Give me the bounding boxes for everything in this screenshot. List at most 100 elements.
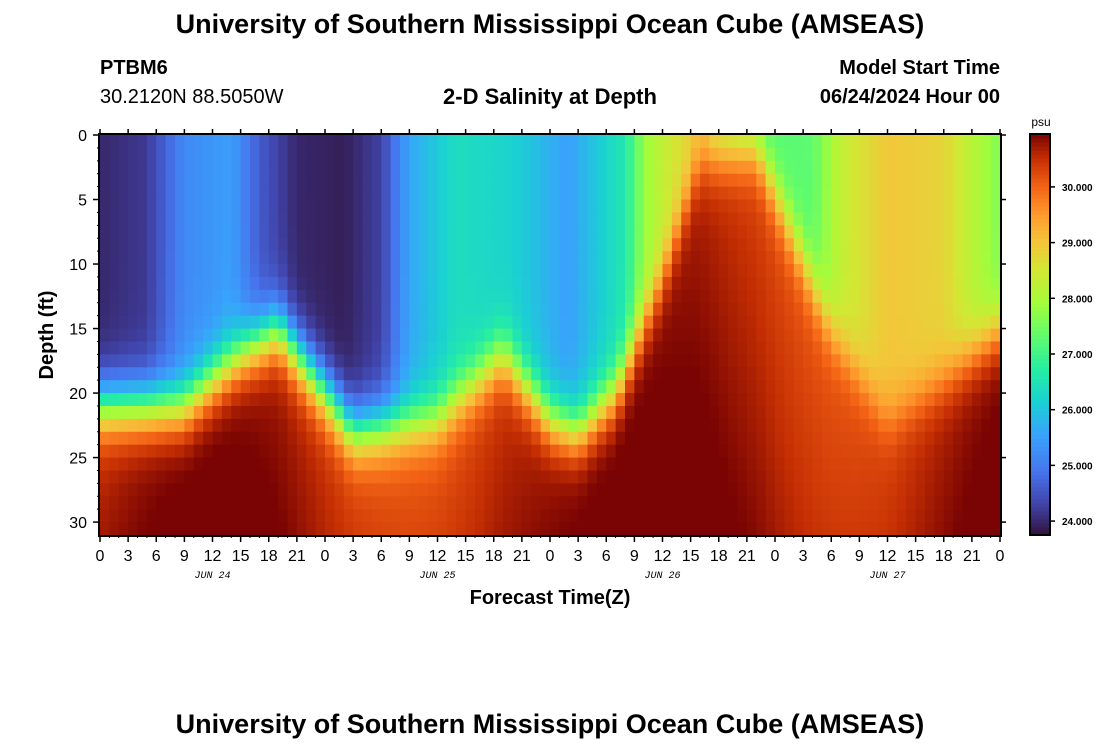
heatmap-cell xyxy=(428,212,439,226)
colorbar-segment xyxy=(1030,374,1050,380)
heatmap-cell xyxy=(156,264,167,278)
heatmap-cell xyxy=(653,496,664,510)
heatmap-cell xyxy=(165,251,176,265)
heatmap-cell xyxy=(128,212,139,226)
heatmap-cell xyxy=(662,457,673,472)
heatmap-cell xyxy=(962,522,973,536)
colorbar-tick-label: 26.000 xyxy=(1062,406,1093,417)
heatmap-cell xyxy=(334,302,345,317)
heatmap-cell xyxy=(943,160,954,175)
heatmap-cell xyxy=(484,225,495,239)
heatmap-cell xyxy=(400,225,410,239)
heatmap-cell xyxy=(559,276,570,291)
heatmap-cell xyxy=(728,160,739,175)
heatmap-cell xyxy=(625,302,635,317)
heatmap-cell xyxy=(315,418,326,433)
colorbar-segment xyxy=(1030,466,1050,472)
heatmap-cell xyxy=(137,251,148,265)
heatmap-cell xyxy=(212,302,223,317)
heatmap-cell xyxy=(231,264,242,278)
heatmap-cell xyxy=(634,264,645,278)
heatmap-cell xyxy=(990,315,1001,330)
heatmap-cell xyxy=(118,380,129,394)
heatmap-cell xyxy=(231,186,242,201)
heatmap-cell xyxy=(259,405,270,420)
heatmap-cell xyxy=(662,341,673,355)
heatmap-cell xyxy=(503,509,514,523)
heatmap-cell xyxy=(315,251,326,265)
heatmap-cell xyxy=(700,276,710,291)
heatmap-cell xyxy=(128,302,139,317)
heatmap-cell xyxy=(231,393,242,407)
heatmap-cell xyxy=(737,212,748,226)
heatmap-cell xyxy=(540,186,551,201)
heatmap-cell xyxy=(465,405,476,420)
heatmap-cell xyxy=(296,509,307,523)
heatmap-cell xyxy=(137,457,148,472)
heatmap-cell xyxy=(578,212,589,226)
heatmap-cell xyxy=(231,160,242,175)
heatmap-cell xyxy=(568,276,579,291)
heatmap-cell xyxy=(109,393,120,407)
heatmap-cell xyxy=(615,431,626,446)
heatmap-cell xyxy=(606,496,617,510)
heatmap-cell xyxy=(587,380,598,394)
heatmap-cell xyxy=(446,289,457,304)
heatmap-cell xyxy=(700,483,710,497)
heatmap-cell xyxy=(334,354,345,368)
heatmap-cell xyxy=(868,135,879,149)
heatmap-cell xyxy=(775,431,785,446)
heatmap-cell xyxy=(296,264,307,278)
heatmap-cell xyxy=(146,289,157,304)
heatmap-cell xyxy=(671,251,682,265)
heatmap-cell xyxy=(671,483,682,497)
heatmap-cell xyxy=(812,238,823,252)
heatmap-cell xyxy=(746,135,757,149)
heatmap-cell xyxy=(493,264,504,278)
heatmap-cell xyxy=(212,160,223,175)
heatmap-cell xyxy=(231,496,242,510)
heatmap-cell xyxy=(709,522,720,536)
heatmap-cell xyxy=(437,341,448,355)
heatmap-cell xyxy=(643,393,654,407)
heatmap-cell xyxy=(868,302,879,317)
heatmap-cell xyxy=(362,405,373,420)
heatmap-cell xyxy=(934,315,945,330)
heatmap-cell xyxy=(775,457,785,472)
heatmap-cell xyxy=(671,264,682,278)
heatmap-cell xyxy=(409,199,420,214)
heatmap-cell xyxy=(653,393,664,407)
heatmap-cell xyxy=(756,186,767,201)
heatmap-cell xyxy=(775,405,785,420)
heatmap-cell xyxy=(193,289,204,304)
heatmap-cell xyxy=(615,276,626,291)
heatmap-cell xyxy=(437,238,448,252)
heatmap-cell xyxy=(353,276,364,291)
heatmap-cell xyxy=(456,457,467,472)
heatmap-cell xyxy=(100,212,110,226)
heatmap-cell xyxy=(793,418,804,433)
heatmap-cell xyxy=(156,328,167,343)
heatmap-cell xyxy=(568,496,579,510)
heatmap-cell xyxy=(878,483,889,497)
heatmap-cell xyxy=(775,135,785,149)
heatmap-cell xyxy=(990,393,1001,407)
heatmap-cell xyxy=(184,405,195,420)
salinity-heatmap xyxy=(100,135,1001,536)
heatmap-cell xyxy=(615,522,626,536)
heatmap-cell xyxy=(296,354,307,368)
heatmap-cell xyxy=(962,418,973,433)
heatmap-cell xyxy=(137,354,148,368)
heatmap-cell xyxy=(812,354,823,368)
heatmap-cell xyxy=(718,341,729,355)
heatmap-cell xyxy=(362,315,373,330)
heatmap-cell xyxy=(756,431,767,446)
heatmap-cell xyxy=(840,483,851,497)
heatmap-cell xyxy=(896,483,907,497)
heatmap-cell xyxy=(240,509,251,523)
heatmap-cell xyxy=(343,470,354,484)
heatmap-cell xyxy=(625,173,635,188)
heatmap-cell xyxy=(690,393,701,407)
heatmap-cell xyxy=(868,289,879,304)
heatmap-cell xyxy=(634,405,645,420)
